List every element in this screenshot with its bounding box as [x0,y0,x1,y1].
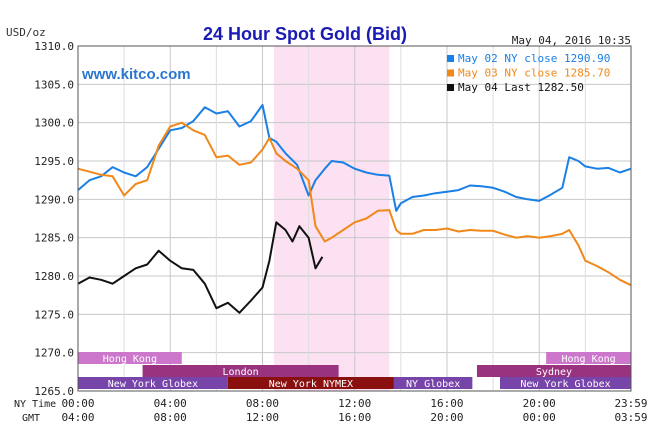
unit-label: USD/oz [6,26,46,39]
y-tick-label: 1265.0 [34,385,74,398]
session-bar [500,377,631,389]
session-bar [78,352,182,364]
legend-entry: May 02 NY close 1290.90 [458,52,610,65]
x-tick-ny: 12:00 [338,397,371,410]
plot-border [77,45,632,392]
x-tick-ny: 08:00 [246,397,279,410]
y-tick-label: 1290.0 [34,193,74,206]
x-tick-gmt: 00:00 [523,411,556,424]
x-tick-gmt: 16:00 [338,411,371,424]
session-bar [142,365,339,377]
x-tick-ny: 20:00 [523,397,556,410]
x-tick-gmt: 04:00 [61,411,94,424]
y-tick-label: 1280.0 [34,270,74,283]
series-line [77,104,632,212]
x-tick-gmt: 12:00 [246,411,279,424]
session-label: Sydney [536,367,572,378]
y-tick-label: 1300.0 [34,117,74,130]
ny-session-highlight [274,46,390,391]
x-tick-gmt: 03:59 [614,411,647,424]
watermark: www.kitco.com [81,66,191,83]
x-tick-gmt: 08:00 [154,411,187,424]
legend-entry: May 03 NY close 1285.70 [458,67,610,80]
session-bar [393,377,473,389]
gmt-label: GMT [22,413,40,424]
y-tick-label: 1295.0 [34,155,74,168]
x-tick-ny: 16:00 [430,397,463,410]
session-label: NY Globex [406,379,460,390]
x-tick-ny: 00:00 [61,397,94,410]
session-label: Hong Kong [561,354,615,365]
chart-title: 24 Hour Spot Gold (Bid) [203,24,407,44]
x-tick-ny: 04:00 [154,397,187,410]
y-tick-label: 1285.0 [34,232,74,245]
session-bar [78,377,228,389]
ny-time-label: NY Time [14,399,56,410]
series-line [77,121,632,287]
legend-swatch [447,55,454,62]
session-label: New York Globex [520,379,610,390]
session-label: Hong Kong [103,354,157,365]
session-bar [227,377,394,389]
date-label: May 04, 2016 10:35 [512,34,631,47]
session-label: London [223,367,259,378]
y-tick-label: 1275.0 [34,308,74,321]
legend-entry: May 04 Last 1282.50 [458,81,584,94]
y-tick-label: 1305.0 [34,78,74,91]
y-tick-label: 1270.0 [34,347,74,360]
session-label: New York NYMEX [269,379,353,390]
session-label: New York Globex [108,379,198,390]
legend-swatch [447,84,454,91]
session-bar [476,365,631,377]
y-tick-label: 1310.0 [34,40,74,53]
session-bar [546,352,631,364]
x-tick-gmt: 20:00 [430,411,463,424]
legend-swatch [447,69,454,77]
series-line [77,221,324,314]
x-tick-ny: 23:59 [614,397,647,410]
